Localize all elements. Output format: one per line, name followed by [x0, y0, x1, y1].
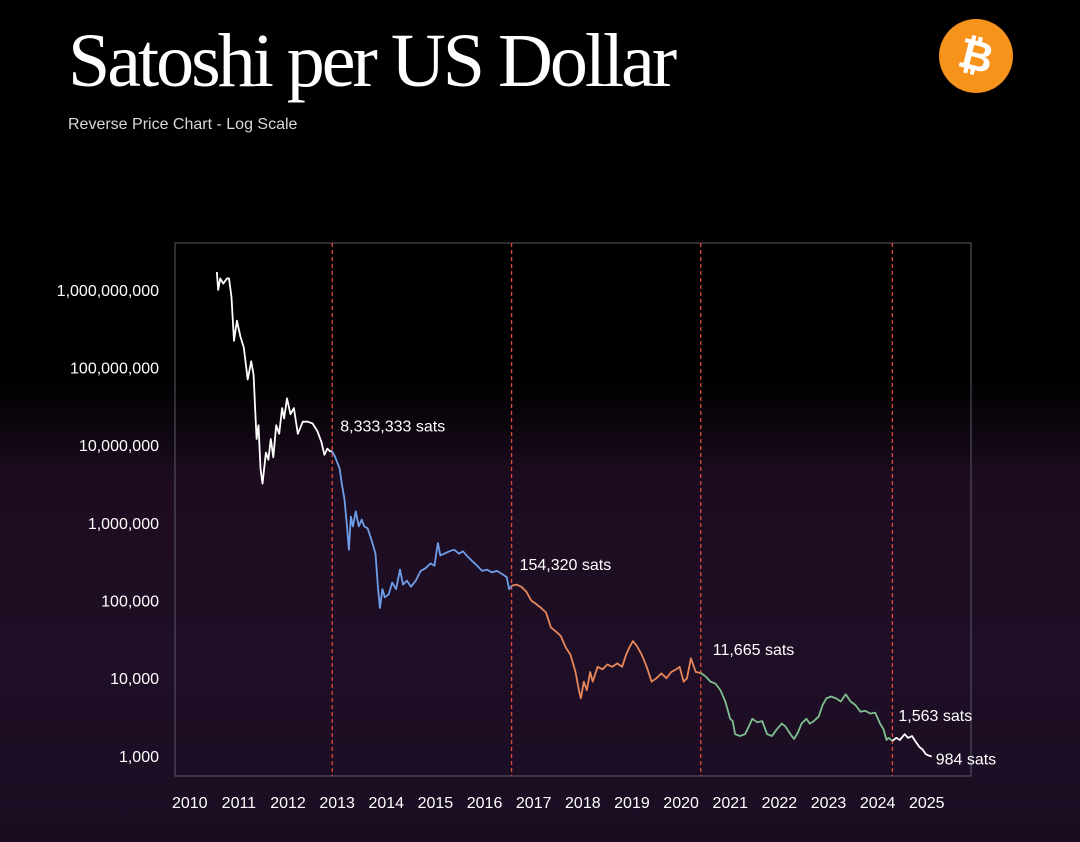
y-tick-label: 1,000,000: [88, 516, 159, 533]
series-line: [700, 672, 893, 742]
background-glow: [0, 380, 1080, 842]
y-tick-label: 100,000,000: [70, 360, 159, 377]
page-title: Satoshi per US Dollar: [68, 19, 677, 103]
series-line: [891, 733, 932, 758]
annotation-label: 11,665 sats: [713, 642, 795, 659]
x-tick-label: 2021: [712, 795, 748, 812]
x-tick-label: 2015: [418, 795, 454, 812]
annotation-label: 8,333,333 sats: [340, 418, 445, 435]
x-tick-label: 2019: [614, 795, 650, 812]
y-tick-label: 100,000: [101, 593, 159, 610]
y-tick-label: 1,000: [119, 749, 159, 766]
x-tick-label: 2016: [467, 795, 503, 812]
x-tick-label: 2018: [565, 795, 601, 812]
annotation-label: 154,320 sats: [520, 557, 612, 574]
x-tick-label: 2010: [172, 795, 208, 812]
x-tick-label: 2014: [368, 795, 404, 812]
x-tick-label: 2023: [811, 795, 847, 812]
x-tick-label: 2022: [762, 795, 798, 812]
annotation-label: 1,563 sats: [898, 708, 972, 725]
y-tick-label: 1,000,000,000: [57, 283, 159, 300]
x-tick-label: 2017: [516, 795, 552, 812]
x-tick-label: 2024: [860, 795, 896, 812]
bitcoin-logo-icon: ₿: [939, 19, 1013, 93]
x-tick-label: 2013: [319, 795, 355, 812]
series-line: [511, 583, 701, 700]
y-tick-label: 10,000,000: [79, 438, 159, 455]
series-line: [215, 271, 333, 485]
y-tick-label: 10,000: [110, 671, 159, 688]
series-line: [331, 450, 513, 609]
page-subtitle: Reverse Price Chart - Log Scale: [68, 116, 298, 133]
plot-frame: [174, 242, 972, 777]
x-tick-label: 2025: [909, 795, 945, 812]
annotation-label: 984 sats: [936, 751, 996, 768]
x-tick-label: 2011: [222, 795, 257, 812]
x-tick-label: 2020: [663, 795, 699, 812]
x-tick-label: 2012: [270, 795, 306, 812]
